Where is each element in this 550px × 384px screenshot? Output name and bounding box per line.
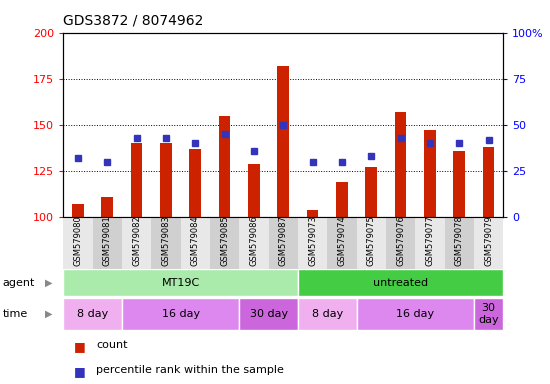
Text: GSM579086: GSM579086 (249, 215, 258, 266)
Bar (268, 217, 298, 269)
Bar (327, 217, 356, 269)
Bar (298, 269, 503, 296)
Bar (356, 217, 386, 269)
Bar (189, 149, 201, 217)
Bar (307, 210, 318, 217)
Text: GSM579076: GSM579076 (396, 215, 405, 266)
Text: GSM579087: GSM579087 (279, 215, 288, 266)
Text: 30
day: 30 day (478, 303, 499, 325)
Bar (210, 217, 239, 269)
Text: ▶: ▶ (45, 309, 52, 319)
Text: ▶: ▶ (45, 278, 52, 288)
Bar (336, 182, 348, 217)
Bar (298, 217, 327, 269)
Bar (219, 116, 230, 217)
Bar (63, 217, 92, 269)
Text: GSM579082: GSM579082 (132, 215, 141, 266)
Bar (239, 298, 298, 330)
Bar (180, 217, 210, 269)
Text: 16 day: 16 day (396, 309, 435, 319)
Text: GSM579084: GSM579084 (191, 215, 200, 266)
Bar (424, 130, 436, 217)
Text: GDS3872 / 8074962: GDS3872 / 8074962 (63, 13, 204, 27)
Bar (444, 217, 474, 269)
Bar (365, 167, 377, 217)
Text: GSM579073: GSM579073 (308, 215, 317, 266)
Bar (239, 217, 268, 269)
Bar (122, 298, 239, 330)
Text: ■: ■ (74, 340, 86, 353)
Bar (72, 204, 84, 217)
Bar (151, 217, 180, 269)
Text: 30 day: 30 day (250, 309, 288, 319)
Text: GSM579075: GSM579075 (367, 215, 376, 266)
Bar (101, 197, 113, 217)
Text: untreated: untreated (373, 278, 428, 288)
Bar (160, 143, 172, 217)
Bar (395, 112, 406, 217)
Text: GSM579079: GSM579079 (484, 215, 493, 266)
Bar (63, 269, 298, 296)
Text: 8 day: 8 day (312, 309, 343, 319)
Text: GSM579077: GSM579077 (425, 215, 435, 266)
Bar (122, 217, 151, 269)
Bar (474, 298, 503, 330)
Text: count: count (96, 340, 128, 350)
Bar (248, 164, 260, 217)
Text: GSM579081: GSM579081 (103, 215, 112, 266)
Bar (386, 217, 415, 269)
Bar (453, 151, 465, 217)
Text: GSM579080: GSM579080 (73, 215, 82, 266)
Bar (474, 217, 503, 269)
Text: agent: agent (3, 278, 35, 288)
Bar (277, 66, 289, 217)
Text: time: time (3, 309, 28, 319)
Bar (356, 298, 474, 330)
Text: 16 day: 16 day (162, 309, 200, 319)
Text: ■: ■ (74, 365, 86, 378)
Bar (298, 298, 356, 330)
Bar (131, 143, 142, 217)
Text: GSM579085: GSM579085 (220, 215, 229, 266)
Bar (415, 217, 444, 269)
Bar (92, 217, 122, 269)
Bar (63, 298, 122, 330)
Text: GSM579083: GSM579083 (161, 215, 170, 266)
Text: GSM579074: GSM579074 (337, 215, 346, 266)
Bar (483, 147, 494, 217)
Text: 8 day: 8 day (77, 309, 108, 319)
Text: MT19C: MT19C (162, 278, 200, 288)
Text: percentile rank within the sample: percentile rank within the sample (96, 365, 284, 375)
Text: GSM579078: GSM579078 (455, 215, 464, 266)
